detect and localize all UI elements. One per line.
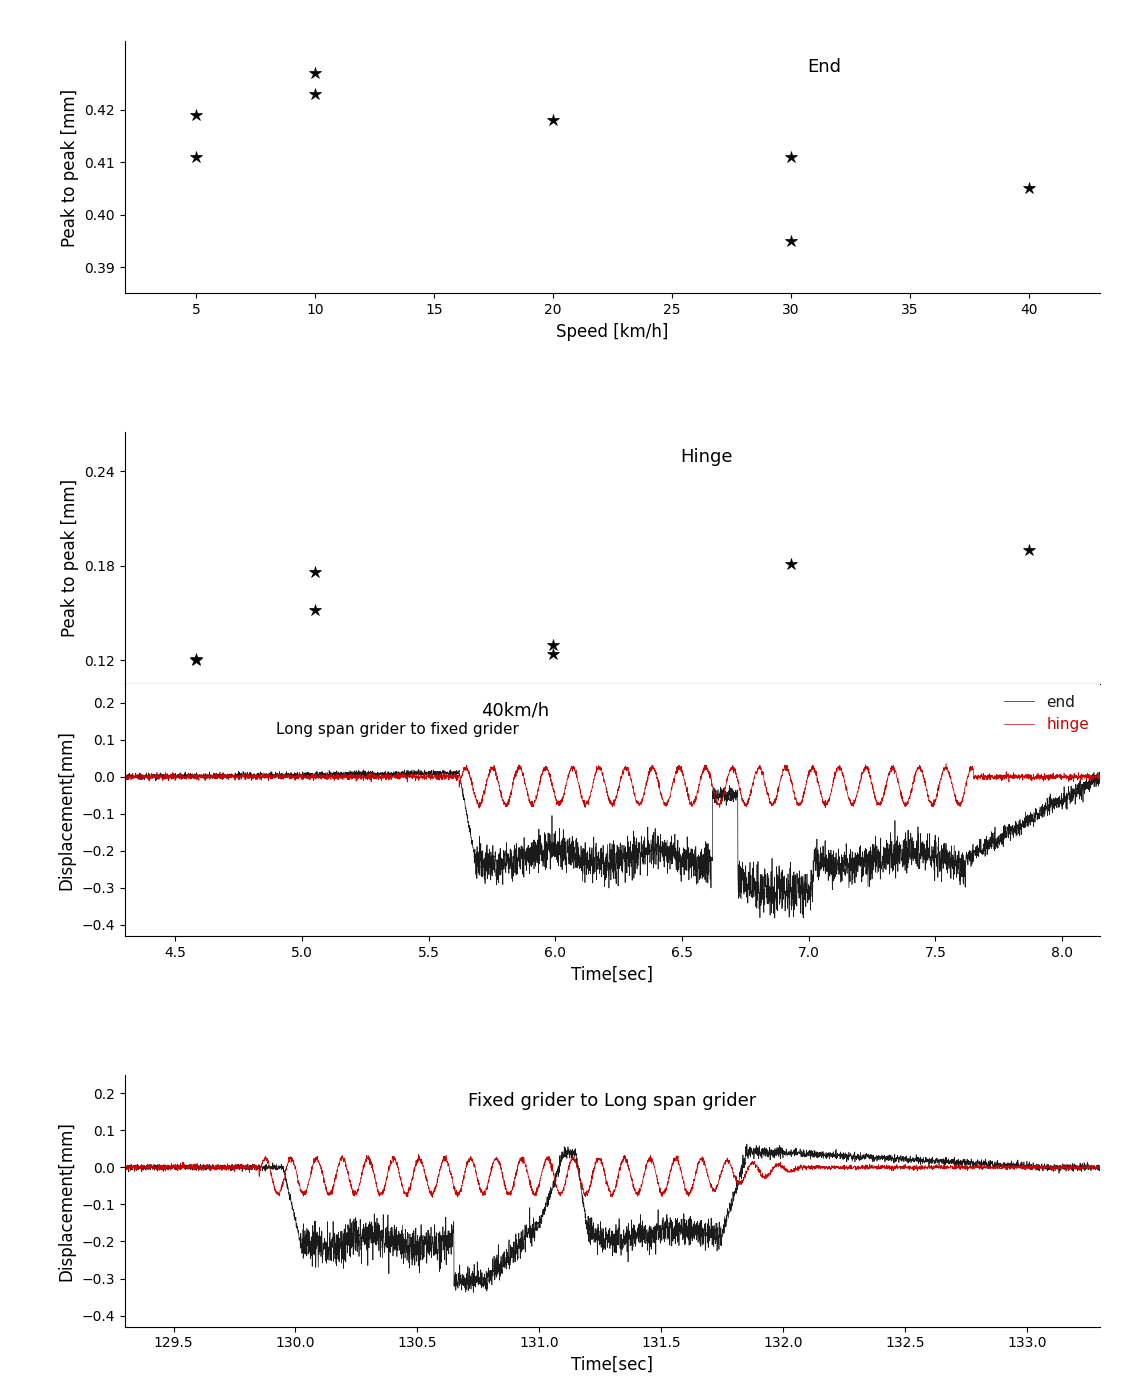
end [752,901,765,918]
end [412,761,425,778]
Y-axis label: Peak to peak [mm]: Peak to peak [mm] [61,88,78,246]
Line: end: end [125,770,1100,918]
Y-axis label: Displacement[mm]: Displacement[mm] [58,1121,76,1281]
hinge [491,771,505,788]
Text: 40km/h: 40km/h [481,702,549,720]
end [295,766,308,782]
Line: hinge: hinge [125,763,1100,808]
X-axis label: Speed [km/h]: Speed [km/h] [556,323,669,341]
Text: Fixed grider to Long span grider: Fixed grider to Long span grider [468,1092,756,1110]
hinge [703,764,717,781]
X-axis label: Speed[km/h]: Speed[km/h] [559,713,666,731]
Text: Long span grider to fixed grider: Long span grider to fixed grider [277,721,519,737]
X-axis label: Time[sec]: Time[sec] [572,1356,653,1374]
end [920,853,933,869]
end [846,871,860,887]
hinge [1093,767,1107,784]
X-axis label: Time[sec]: Time[sec] [572,966,653,984]
end [1093,766,1107,782]
Y-axis label: Peak to peak [mm]: Peak to peak [mm] [60,480,78,637]
end [796,909,810,926]
hinge [846,796,860,813]
hinge [939,755,953,771]
end [703,842,717,858]
hinge [752,757,765,774]
hinge [118,771,132,788]
Legend: end, hinge: end, hinge [998,688,1095,738]
Text: End: End [807,58,841,76]
end [118,767,132,784]
end [491,872,505,889]
hinge [295,768,308,785]
Y-axis label: Displacement[mm]: Displacement[mm] [58,730,76,890]
Text: Hinge: Hinge [680,448,733,466]
hinge [473,800,486,817]
hinge [920,782,933,799]
